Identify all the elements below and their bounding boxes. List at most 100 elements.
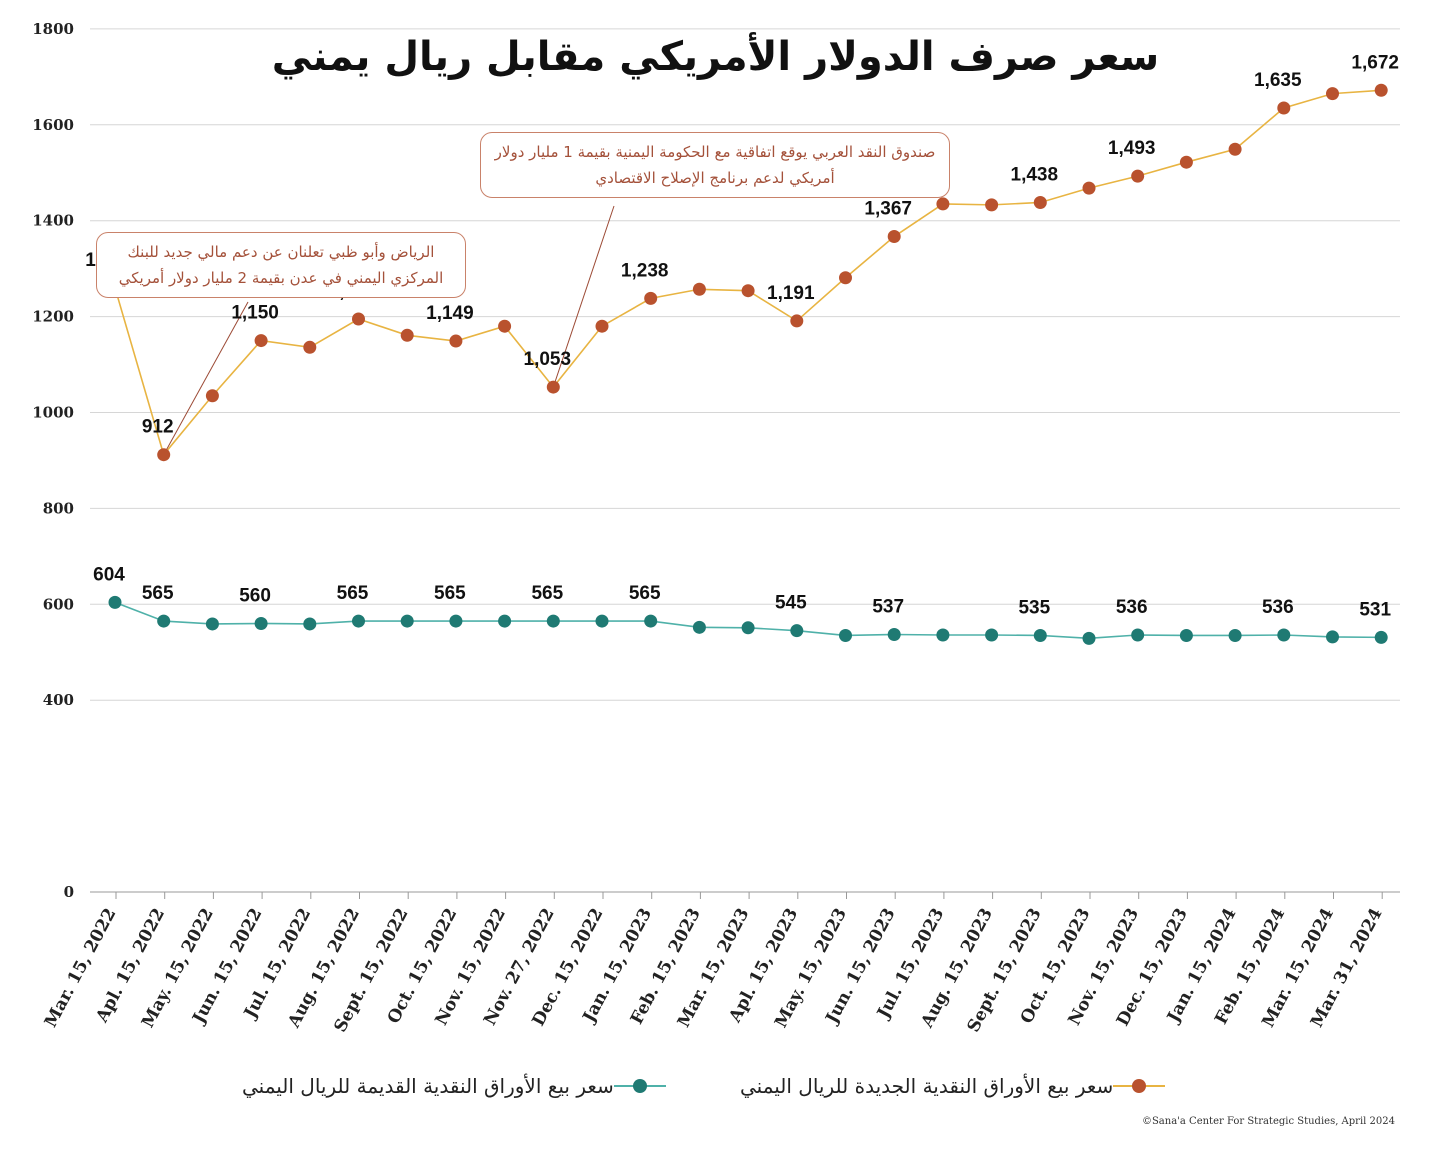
data-point-new-14 — [790, 314, 804, 328]
annotation-pointers — [163, 205, 615, 455]
data-label-old-19: 535 — [1018, 597, 1050, 618]
data-point-new-5 — [352, 312, 365, 326]
legend-label-old: سعر بيع الأوراق النقدية القديمة للريال ا… — [242, 1074, 614, 1098]
annotation-pointer-1 — [552, 205, 615, 388]
annotation-arab-monetary-fund: صندوق النقد العربي يوقع اتفاقية مع الحكو… — [480, 132, 950, 198]
data-label-old-16: 537 — [872, 597, 904, 618]
data-point-new-16 — [887, 230, 901, 244]
data-point-old-4 — [303, 617, 317, 631]
y-tick-label-800: 800 — [43, 499, 74, 517]
data-label-new-9: 1,053 — [524, 349, 572, 370]
data-label-old-7: 565 — [434, 583, 466, 604]
legend-swatch-new — [1113, 1066, 1166, 1106]
data-label-new-16: 1,367 — [864, 199, 912, 220]
grid-lines — [90, 28, 1400, 893]
data-point-old-25 — [1326, 630, 1339, 644]
data-point-old-2 — [205, 617, 219, 631]
data-point-old-15 — [839, 628, 852, 642]
data-point-old-0 — [108, 595, 122, 609]
data-point-new-11 — [644, 291, 658, 305]
chart-title: سعر صرف الدولار الأمريكي مقابل ريال يمني — [271, 34, 1160, 80]
data-label-new-24: 1,635 — [1254, 70, 1302, 91]
y-tick-label-600: 600 — [43, 595, 74, 613]
data-point-new-10 — [595, 319, 609, 333]
data-point-old-3 — [254, 616, 268, 630]
data-label-old-0: 604 — [93, 564, 125, 585]
data-label-new-7: 1,149 — [426, 303, 474, 324]
data-point-new-7 — [449, 334, 463, 348]
data-point-old-21 — [1131, 628, 1145, 642]
data-point-new-24 — [1277, 101, 1291, 115]
data-point-new-25 — [1326, 87, 1339, 101]
data-point-old-7 — [449, 614, 463, 628]
y-axis-tick-labels: 0 400 600 800 1000 1200 1400 1600 1800 — [32, 20, 74, 901]
data-point-new-22 — [1179, 155, 1193, 169]
data-point-new-3 — [254, 334, 268, 348]
data-point-old-16 — [887, 628, 901, 642]
data-point-new-2 — [205, 389, 219, 403]
data-point-new-8 — [498, 319, 512, 333]
y-tick-label-1000: 1000 — [32, 404, 74, 422]
data-label-new-26: 1,672 — [1351, 52, 1399, 73]
data-point-old-19 — [1033, 628, 1047, 642]
data-point-new-15 — [839, 271, 852, 285]
data-point-old-1 — [157, 614, 171, 628]
data-label-old-24: 536 — [1262, 597, 1294, 618]
data-label-old-5: 565 — [337, 583, 369, 604]
y-tick-label-1400: 1400 — [32, 212, 74, 230]
data-label-old-11: 565 — [629, 583, 661, 604]
data-point-old-6 — [400, 614, 414, 628]
data-point-old-22 — [1179, 628, 1193, 642]
data-point-old-26 — [1374, 630, 1388, 644]
legend-label-new: سعر بيع الأوراق النقدية الجديدة للريال ا… — [740, 1074, 1114, 1098]
data-point-new-1 — [157, 448, 171, 462]
data-point-old-14 — [790, 624, 804, 638]
data-point-new-21 — [1131, 169, 1145, 183]
data-label-old-3: 560 — [239, 585, 271, 606]
data-point-new-19 — [1033, 195, 1047, 209]
data-point-new-13 — [741, 284, 755, 298]
y-tick-label-1200: 1200 — [32, 308, 74, 326]
data-point-new-17 — [936, 197, 950, 211]
data-label-new-14: 1,191 — [767, 283, 815, 304]
data-label-old-14: 545 — [775, 593, 807, 614]
data-point-new-23 — [1228, 142, 1242, 156]
data-point-new-4 — [303, 340, 317, 354]
credit-text: ©Sana'a Center For Strategic Studies, Ap… — [1141, 1116, 1395, 1127]
data-point-old-20 — [1082, 631, 1096, 645]
data-point-new-6 — [400, 328, 414, 342]
data-point-old-13 — [741, 621, 755, 635]
annotation-riyadh-abudhabi-support: الرياض وأبو ظبي تعلنان عن دعم مالي جديد … — [96, 232, 466, 298]
legend-swatch-old — [613, 1066, 666, 1106]
legend: سعر بيع الأوراق النقدية الجديدة للريال ا… — [0, 1066, 1431, 1106]
annotation-pointer-0 — [163, 301, 249, 455]
y-tick-label-1800: 1800 — [32, 20, 74, 38]
legend-item-old-notes: سعر بيع الأوراق النقدية القديمة للريال ا… — [242, 1066, 680, 1106]
data-point-old-24 — [1277, 628, 1291, 642]
data-point-old-11 — [644, 614, 658, 628]
data-point-old-23 — [1228, 628, 1242, 642]
data-label-old-9: 565 — [531, 583, 563, 604]
data-label-old-1: 565 — [142, 583, 174, 604]
data-label-old-21: 536 — [1116, 597, 1148, 618]
data-label-new-1: 912 — [142, 417, 174, 438]
data-label-new-19: 1,438 — [1011, 164, 1059, 185]
data-point-old-10 — [595, 614, 609, 628]
data-point-old-9 — [546, 614, 560, 628]
y-tick-label-0: 0 — [64, 883, 74, 901]
data-point-old-5 — [352, 614, 365, 628]
data-label-new-11: 1,238 — [621, 260, 669, 281]
y-tick-label-1600: 1600 — [32, 116, 74, 134]
y-tick-label-400: 400 — [43, 691, 74, 709]
data-point-old-8 — [498, 614, 512, 628]
data-point-new-20 — [1082, 181, 1096, 195]
data-label-new-21: 1,493 — [1108, 138, 1156, 159]
data-point-new-12 — [692, 282, 706, 296]
data-point-old-17 — [936, 628, 950, 642]
data-point-new-26 — [1374, 83, 1388, 97]
data-point-old-18 — [985, 628, 999, 642]
data-point-old-12 — [692, 620, 706, 634]
data-point-new-9 — [546, 380, 560, 394]
data-label-old-26: 531 — [1359, 599, 1391, 620]
